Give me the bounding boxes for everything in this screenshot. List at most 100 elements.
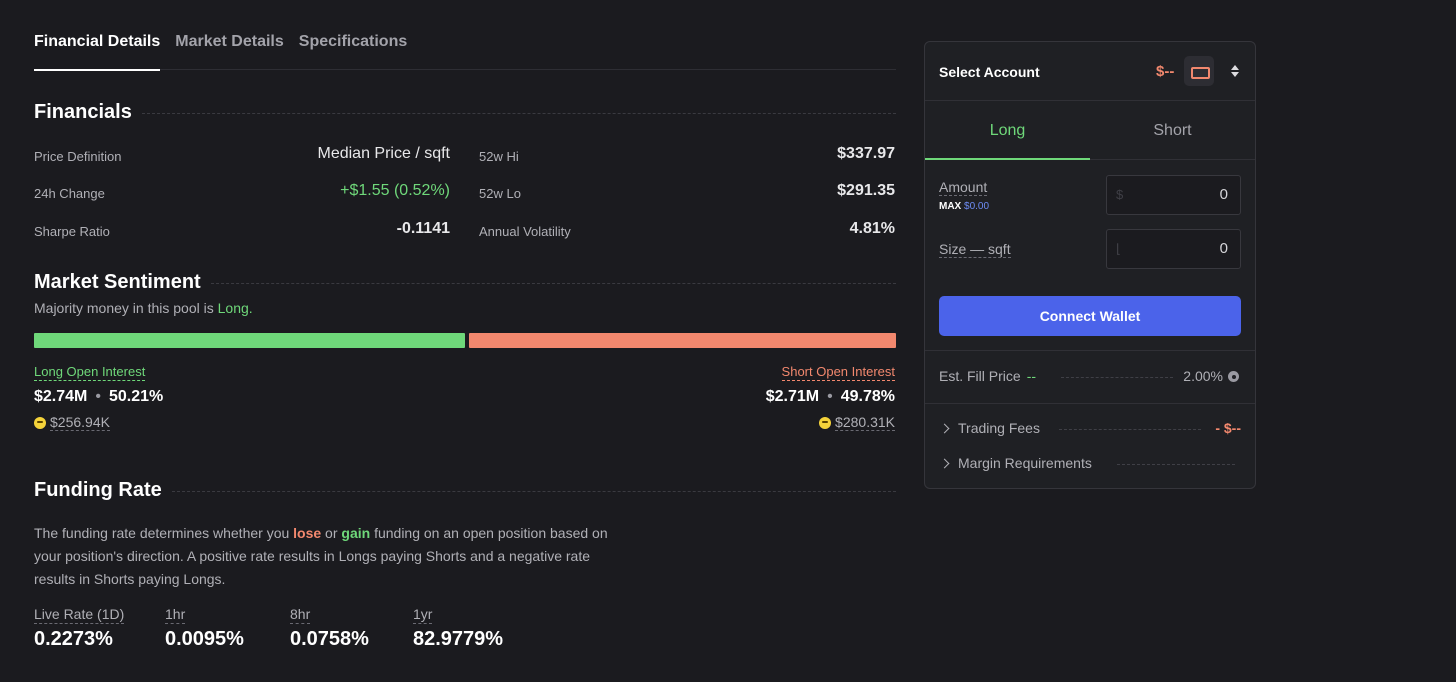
- sentiment-heading: Market Sentiment: [34, 271, 201, 293]
- long-sub-amount[interactable]: $256.94K: [50, 414, 110, 431]
- 52w-lo-value: $291.35: [837, 182, 895, 199]
- amount-input[interactable]: $ 0: [1106, 175, 1241, 215]
- sharpe-ratio-label: Sharpe Ratio: [34, 224, 110, 239]
- funding-text: or: [321, 525, 342, 541]
- connect-wallet-button[interactable]: Connect Wallet: [939, 296, 1241, 336]
- funding-rate-8hr: 8hr 0.0758%: [290, 606, 369, 651]
- divider: [925, 350, 1255, 351]
- trade-panel: Select Account $-- Long Short Amount MAX…: [924, 41, 1256, 489]
- section-divider: [210, 283, 896, 284]
- rate-label[interactable]: 1yr: [413, 606, 433, 624]
- chevron-right-icon: [939, 423, 950, 434]
- wallet-icon[interactable]: [1184, 56, 1214, 86]
- financial-row: Price Definition Median Price / sqft 52w…: [34, 145, 896, 167]
- sentiment-section-title: Market Sentiment: [34, 271, 896, 294]
- financials-heading: Financials: [34, 101, 132, 123]
- rate-label[interactable]: 1hr: [165, 606, 186, 624]
- short-open-interest-value: $2.71M • 49.78%: [766, 388, 895, 406]
- rate-value: 0.0095%: [165, 628, 244, 650]
- tab-short[interactable]: Short: [1153, 122, 1192, 139]
- max-amount[interactable]: MAX $0.00: [939, 201, 989, 212]
- emoji-icon: [819, 416, 832, 429]
- est-fill-price-value: --: [1026, 368, 1037, 384]
- rate-label[interactable]: Live Rate (1D): [34, 606, 125, 624]
- 52w-lo-label: 52w Lo: [479, 186, 521, 201]
- amount-input-value: 0: [1219, 186, 1228, 203]
- short-open-interest-label[interactable]: Short Open Interest: [781, 364, 895, 381]
- lose-word: lose: [293, 525, 322, 541]
- size-input-value: 0: [1219, 240, 1228, 257]
- long-amount: $2.74M: [34, 388, 88, 405]
- leader-line: [1061, 377, 1173, 378]
- sentiment-subtitle: Majority money in this pool is Long.: [34, 300, 253, 316]
- size-label: Size — sqft: [939, 241, 1011, 258]
- amount-label: Amount: [939, 179, 988, 196]
- tab-financial-details[interactable]: Financial Details: [34, 30, 161, 71]
- dollar-icon: $: [1116, 187, 1124, 202]
- financial-row: Sharpe Ratio -0.1141 Annual Volatility 4…: [34, 220, 896, 242]
- emoji-icon: [34, 416, 46, 429]
- est-fill-price-label: Est. Fill Price: [939, 368, 1021, 384]
- 52w-hi-value: $337.97: [837, 145, 895, 162]
- short-interest-bar: [469, 333, 896, 348]
- max-label: MAX: [939, 201, 962, 212]
- rate-value: 82.9779%: [413, 628, 504, 650]
- leader-line: [1059, 429, 1201, 430]
- annual-volatility-label: Annual Volatility: [479, 224, 571, 239]
- short-pct: 49.78%: [840, 388, 895, 405]
- area-icon: ⌊: [1116, 241, 1122, 256]
- funding-rate-live: Live Rate (1D) 0.2273%: [34, 606, 125, 651]
- funding-heading: Funding Rate: [34, 479, 162, 501]
- long-open-interest-value: $2.74M • 50.21%: [34, 388, 163, 406]
- financials-section-title: Financials: [34, 101, 896, 124]
- account-selector-icon[interactable]: [1229, 63, 1241, 79]
- max-value: $0.00: [964, 201, 990, 212]
- trading-fees-row[interactable]: Trading Fees - $--: [939, 420, 1241, 440]
- est-fill-price-row: Est. Fill Price -- 2.00%: [939, 368, 1241, 388]
- 52w-hi-label: 52w Hi: [479, 149, 519, 164]
- annual-volatility-value: 4.81%: [849, 220, 895, 237]
- 24h-change-value: +$1.55 (0.52%): [340, 182, 450, 199]
- leader-line: [1117, 464, 1235, 465]
- price-definition-value: Median Price / sqft: [317, 145, 451, 162]
- financial-row: 24h Change +$1.55 (0.52%) 52w Lo $291.35: [34, 182, 896, 204]
- margin-requirements-label: Margin Requirements: [958, 455, 1092, 471]
- short-sub-amount[interactable]: $280.31K: [835, 414, 895, 431]
- long-interest-bar: [34, 333, 465, 348]
- short-amount: $2.71M: [765, 388, 820, 405]
- funding-text: The funding rate determines whether you: [34, 525, 294, 541]
- price-definition-label: Price Definition: [34, 149, 122, 164]
- long-pct: 50.21%: [108, 388, 164, 405]
- slippage-value: 2.00%: [1183, 368, 1223, 384]
- funding-rate-1yr: 1yr 82.9779%: [413, 606, 503, 651]
- bullet: •: [827, 388, 833, 405]
- sentiment-subtitle-text: Majority money in this pool is: [34, 300, 218, 316]
- majority-side: Long.: [217, 300, 253, 316]
- section-divider: [171, 491, 896, 492]
- tab-specifications[interactable]: Specifications: [298, 33, 408, 50]
- amount-label-text: Amount: [939, 179, 988, 196]
- funding-rate-1hr: 1hr 0.0095%: [165, 606, 244, 651]
- rate-label[interactable]: 8hr: [290, 606, 311, 624]
- section-divider: [141, 113, 896, 114]
- size-input[interactable]: ⌊ 0: [1106, 229, 1241, 269]
- long-open-interest-label[interactable]: Long Open Interest: [34, 364, 146, 381]
- funding-text: funding on an open position based on you…: [34, 525, 608, 587]
- funding-description: The funding rate determines whether you …: [34, 522, 614, 591]
- funding-section-title: Funding Rate: [34, 479, 896, 502]
- long-sub-value: $256.94K: [34, 414, 110, 431]
- trading-fees-label: Trading Fees: [958, 420, 1040, 436]
- short-sub-value: $280.31K: [819, 414, 895, 431]
- tab-market-details[interactable]: Market Details: [175, 33, 284, 50]
- gain-word: gain: [341, 525, 371, 541]
- margin-requirements-row[interactable]: Margin Requirements: [939, 455, 1241, 475]
- select-account-label[interactable]: Select Account: [939, 64, 1040, 80]
- chevron-right-icon: [939, 458, 950, 469]
- rate-value: 0.2273%: [34, 628, 113, 650]
- bullet: •: [95, 388, 101, 405]
- tab-long[interactable]: Long: [925, 102, 1090, 160]
- account-balance: $--: [1156, 63, 1175, 80]
- rate-value: 0.0758%: [290, 628, 369, 650]
- gear-icon[interactable]: [1228, 371, 1239, 382]
- size-label-text: Size — sqft: [939, 241, 1011, 258]
